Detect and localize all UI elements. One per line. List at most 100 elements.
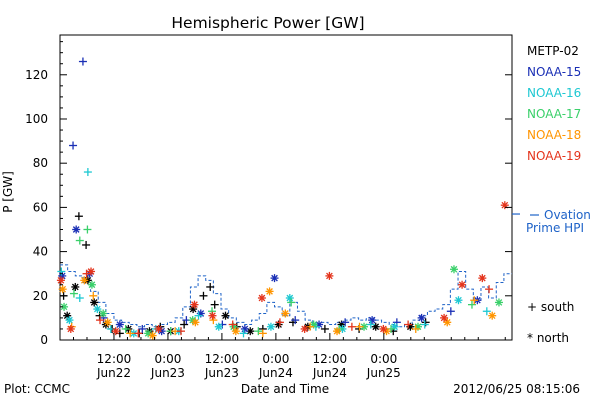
south-plus-marker <box>228 320 237 329</box>
south-plus-marker <box>121 324 130 333</box>
y-tick-label: 100 <box>25 112 48 126</box>
north-star-marker <box>221 311 230 320</box>
ovation-label-line1: Ovation <box>544 208 591 222</box>
x-tick-date: Jun23 <box>150 366 185 380</box>
series-legend: METP-02 NOAA-15 NOAA-16 NOAA-17 NOAA-18 NOAA-… <box>527 44 581 163</box>
north-star-marker <box>488 311 497 320</box>
north-star-marker <box>189 305 198 314</box>
north-star-marker <box>449 265 458 274</box>
north-star-marker <box>115 320 124 329</box>
south-plus-marker <box>199 291 208 300</box>
north-star-marker <box>191 318 200 327</box>
legend-entry: NOAA-16 <box>527 86 581 100</box>
south-plus-marker <box>83 225 92 234</box>
south-plus-marker <box>341 318 350 327</box>
north-star-marker <box>325 271 334 280</box>
south-plus-marker <box>126 329 135 338</box>
x-tick-time: 0:00 <box>154 352 181 366</box>
north-star-marker <box>93 305 102 314</box>
legend-entry: NOAA-19 <box>527 149 581 163</box>
legend-entry: METP-02 <box>527 44 579 58</box>
south-plus-marker <box>239 329 248 338</box>
north-star-marker <box>454 296 463 305</box>
south-plus-marker <box>485 285 494 294</box>
legend-entry: NOAA-18 <box>527 128 581 142</box>
ovation-hpi-line <box>60 213 520 328</box>
marker-legend-entry: + south <box>527 300 574 314</box>
south-plus-marker <box>69 289 78 298</box>
x-tick-date: Jun22 <box>96 366 131 380</box>
south-plus-marker <box>347 322 356 331</box>
north-star-marker <box>208 311 217 320</box>
south-plus-marker <box>291 316 300 325</box>
south-plus-marker <box>78 57 87 66</box>
south-plus-marker <box>254 327 263 336</box>
x-tick-date: Jun24 <box>258 366 293 380</box>
y-tick-label: 60 <box>33 200 48 214</box>
north-star-marker <box>56 276 65 285</box>
north-star-marker <box>266 322 275 331</box>
south-plus-marker <box>258 329 267 338</box>
south-plus-marker <box>467 300 476 309</box>
south-plus-marker <box>287 298 296 307</box>
south-plus-marker <box>83 168 92 177</box>
north-star-marker <box>379 324 388 333</box>
north-star-marker <box>333 327 342 336</box>
ovation-step-line <box>60 264 512 328</box>
south-plus-marker <box>366 320 375 329</box>
north-star-marker <box>65 316 74 325</box>
x-tick-time: 12:00 <box>313 352 348 366</box>
south-plus-marker <box>74 212 83 221</box>
north-star-marker <box>231 327 240 336</box>
y-tick-label: 120 <box>25 68 48 82</box>
marker-legend-entry: * north <box>527 331 569 345</box>
south-plus-marker <box>411 324 420 333</box>
series-noaa-18 <box>58 276 497 340</box>
north-star-marker <box>285 294 294 303</box>
north-star-marker <box>270 274 279 283</box>
south-plus-marker <box>404 320 413 329</box>
north-star-marker <box>443 318 452 327</box>
north-star-marker <box>360 322 369 331</box>
north-star-marker <box>478 274 487 283</box>
south-plus-marker <box>320 324 329 333</box>
north-star-marker <box>500 201 509 210</box>
south-plus-marker <box>134 329 143 338</box>
north-star-marker <box>71 282 80 291</box>
series-noaa-17 <box>60 225 503 338</box>
south-plus-marker <box>210 300 219 309</box>
south-plus-marker <box>470 296 479 305</box>
south-plus-marker <box>89 291 98 300</box>
south-plus-marker <box>96 316 105 325</box>
x-tick-date: Jun24 <box>312 366 347 380</box>
south-plus-marker <box>446 307 455 316</box>
south-plus-marker <box>176 327 185 336</box>
north-star-marker <box>440 313 449 322</box>
north-star-marker <box>99 309 108 318</box>
south-plus-marker <box>275 318 284 327</box>
north-star-marker <box>90 298 99 307</box>
north-star-marker <box>80 276 89 285</box>
footer-plot-credit: Plot: CCMC <box>4 382 70 396</box>
x-tick-time: 12:00 <box>97 352 132 366</box>
south-plus-marker <box>75 236 84 245</box>
y-tick-label: 20 <box>33 289 48 303</box>
south-plus-marker <box>75 294 84 303</box>
x-tick-time: 0:00 <box>262 352 289 366</box>
south-plus-marker <box>355 322 364 331</box>
south-plus-marker <box>138 324 147 333</box>
y-tick-label: 80 <box>33 156 48 170</box>
north-star-marker <box>103 318 112 327</box>
south-plus-marker <box>482 307 491 316</box>
x-tick-date: Jun23 <box>204 366 239 380</box>
data-points <box>56 57 509 340</box>
south-plus-marker <box>194 311 203 320</box>
south-plus-marker <box>69 141 78 150</box>
y-axis-ticks: 0 20 40 60 80 100 120 <box>25 41 512 347</box>
chart-title: Hemispheric Power [GW] <box>171 14 364 32</box>
footer-timestamp: 2012/06/25 08:15:06 <box>453 382 580 396</box>
north-star-marker <box>281 309 290 318</box>
south-plus-marker <box>82 240 91 249</box>
north-star-marker <box>87 280 96 289</box>
